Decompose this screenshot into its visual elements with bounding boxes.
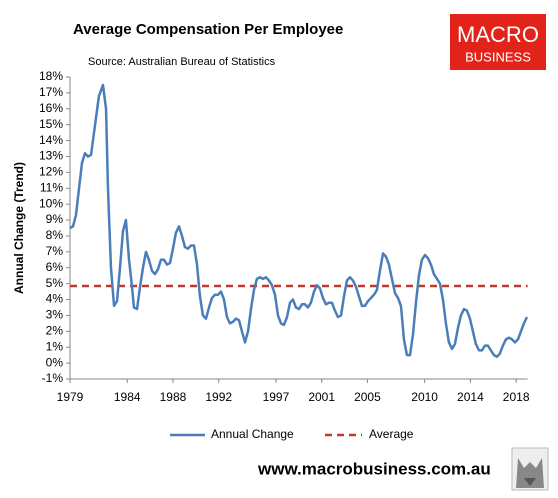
y-tick-label: 8% [46, 228, 64, 242]
chart-subtitle: Source: Australian Bureau of Statistics [88, 56, 276, 68]
legend-label: Average [369, 427, 414, 441]
logo-text: BUSINESS [465, 49, 531, 64]
x-tick-label: 2018 [503, 390, 530, 404]
y-tick-label: 10% [39, 196, 63, 210]
y-tick-label: 4% [46, 292, 64, 306]
y-tick-label: 9% [46, 212, 64, 226]
y-tick-label: 12% [39, 165, 63, 179]
y-tick-label: 18% [39, 69, 63, 83]
footer: www.macrobusiness.com.au [257, 459, 491, 478]
x-tick-label: 2010 [411, 390, 438, 404]
x-tick-label: 2001 [308, 390, 335, 404]
x-tick-label: 1979 [57, 390, 84, 404]
x-tick-label: 1984 [114, 390, 141, 404]
y-axis-label: Annual Change (Trend) [12, 162, 26, 294]
y-tick-label: 1% [46, 339, 64, 353]
x-tick-label: 1997 [263, 390, 290, 404]
chart-title: Average Compensation Per Employee [73, 21, 343, 38]
data-line [69, 83, 529, 358]
y-tick-label: 3% [46, 308, 64, 322]
x-tick-label: 1988 [160, 390, 187, 404]
x-tick-label: 2005 [354, 390, 381, 404]
y-tick-label: 7% [46, 244, 64, 258]
y-tick-label: 13% [39, 149, 63, 163]
y-tick-label: 14% [39, 133, 63, 147]
x-tick-label: 2014 [457, 390, 484, 404]
y-tick-label: 17% [39, 85, 63, 99]
y-tick-label: 5% [46, 276, 64, 290]
y-tick-label: 16% [39, 101, 63, 115]
y-tick-label: 15% [39, 117, 63, 131]
y-tick-label: 6% [46, 260, 64, 274]
logo-box [450, 14, 546, 70]
y-tick-label: 0% [46, 355, 64, 369]
y-tick-label: 2% [46, 323, 64, 337]
y-tick-label: -1% [42, 371, 64, 385]
x-tick-label: 1992 [205, 390, 232, 404]
y-tick-label: 11% [40, 180, 63, 194]
wolf-icon [511, 447, 549, 491]
legend-label: Annual Change [211, 427, 294, 441]
logo-text: MACRO [457, 22, 539, 47]
